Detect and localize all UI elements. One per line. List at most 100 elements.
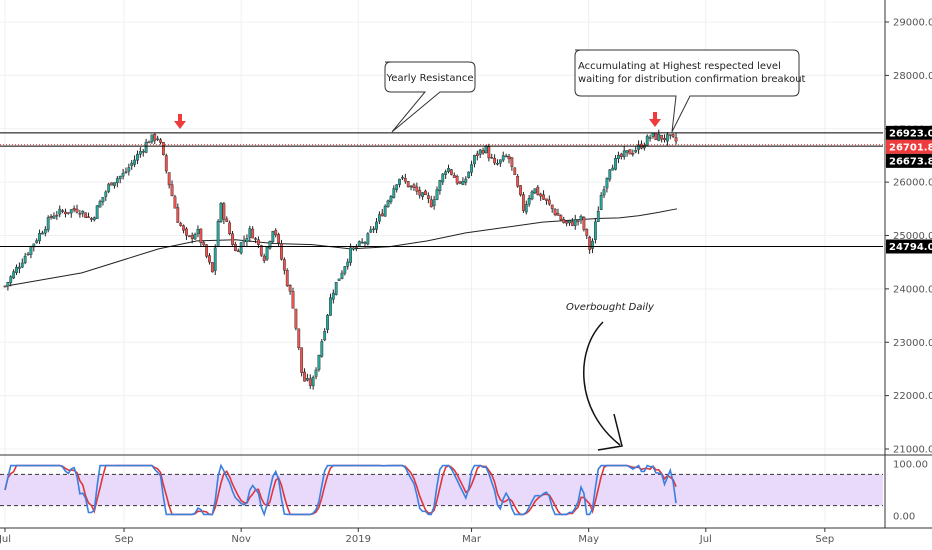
candle-body [576, 220, 580, 223]
candle-body [487, 146, 491, 159]
candle-body [182, 225, 185, 231]
candle-body [657, 133, 661, 141]
candle-body [542, 194, 545, 200]
candle-body [69, 209, 73, 214]
candle-body [654, 132, 658, 140]
candle-body [156, 138, 160, 140]
candle-body [64, 211, 67, 215]
oscillator-tick-label: 0.00 [893, 512, 915, 523]
candle-body [671, 134, 675, 137]
candle-body [536, 186, 540, 195]
candle-body [378, 214, 381, 222]
candle-body [92, 217, 96, 221]
candle-body [605, 178, 609, 189]
candle-body [104, 191, 108, 197]
candle-body [498, 159, 502, 164]
candle-body [173, 196, 177, 209]
candle-body [455, 176, 459, 184]
price-badge-label: 24794.0 [889, 242, 932, 253]
candle-body [559, 215, 563, 221]
candle-body [380, 213, 384, 217]
candle-body [248, 228, 252, 238]
candle-body [582, 216, 586, 230]
candle-body [553, 208, 557, 215]
price-badge-label: 26923.0 [889, 128, 932, 139]
candle-body [66, 212, 70, 214]
candle-body [438, 180, 442, 191]
candle-body [58, 208, 62, 215]
candle-body [193, 234, 197, 240]
candle-body [87, 216, 90, 218]
candle-body [429, 199, 433, 208]
candle-body [138, 151, 142, 155]
candle-body [20, 262, 24, 268]
candle-body [545, 198, 548, 201]
candle-body [257, 239, 260, 245]
moving-average [4, 208, 678, 287]
candle-body [524, 204, 528, 213]
price-badge [886, 125, 932, 140]
price-tick-label: 22000.0 [893, 391, 932, 402]
candle-body [55, 214, 59, 217]
callout-accumulating-line2: waiting for distribution confirmation br… [578, 74, 806, 85]
candle-body [406, 181, 410, 188]
candle-body [323, 330, 327, 341]
candle-body [300, 347, 304, 373]
candle-body [12, 271, 16, 279]
time-tick-label: 2019 [346, 534, 371, 545]
candle-body [164, 155, 168, 172]
candle-body [458, 181, 462, 184]
candle-body [251, 228, 255, 239]
candle-body [205, 244, 208, 257]
candle-body [124, 171, 128, 174]
price-badge [886, 239, 932, 254]
candle-body [628, 149, 632, 155]
candle-body [484, 146, 488, 154]
price-tick-label: 26000.0 [893, 178, 932, 189]
candle-body [614, 158, 617, 170]
candle-body [660, 134, 664, 140]
candle-body [78, 213, 82, 215]
time-tick-label: Mar [462, 534, 482, 545]
candle-body [52, 215, 56, 219]
candle-body [450, 169, 453, 175]
candle-body [496, 163, 499, 165]
candle-body [150, 134, 154, 143]
down-arrow-marker-1 [174, 114, 186, 129]
candle-body [196, 229, 200, 235]
time-tick-label: Jul [0, 534, 11, 545]
candle-body [179, 223, 183, 226]
candle-body [153, 133, 157, 141]
candle-body [294, 308, 298, 329]
candle-body [352, 247, 355, 250]
candle-body [401, 176, 404, 179]
moving-average-line [4, 208, 678, 287]
candle-body [533, 188, 537, 194]
candle-body [147, 141, 151, 144]
candle-body [395, 184, 399, 190]
candle-body [522, 194, 525, 211]
candle-body [585, 228, 589, 236]
candle-body [101, 197, 105, 203]
candle-body [637, 144, 641, 150]
candle-body [467, 171, 471, 178]
time-tick-label: May [578, 534, 599, 545]
callout-yearly-resistance-text: Yearly Resistance [386, 73, 474, 84]
candle-body [190, 235, 194, 239]
candle-body [645, 135, 649, 146]
candle-body [127, 167, 131, 172]
candle-body [285, 270, 289, 287]
candle-body [421, 192, 424, 197]
candle-body [631, 153, 635, 155]
candle-body [262, 255, 266, 261]
candle-body [594, 221, 597, 240]
candle-body [38, 232, 41, 242]
candle-body [372, 228, 376, 231]
candle-body [369, 229, 373, 233]
candle-body [481, 150, 485, 154]
candle-body [340, 272, 344, 279]
candle-body [303, 371, 306, 382]
candle-body [599, 195, 603, 210]
candle-body [306, 378, 309, 381]
